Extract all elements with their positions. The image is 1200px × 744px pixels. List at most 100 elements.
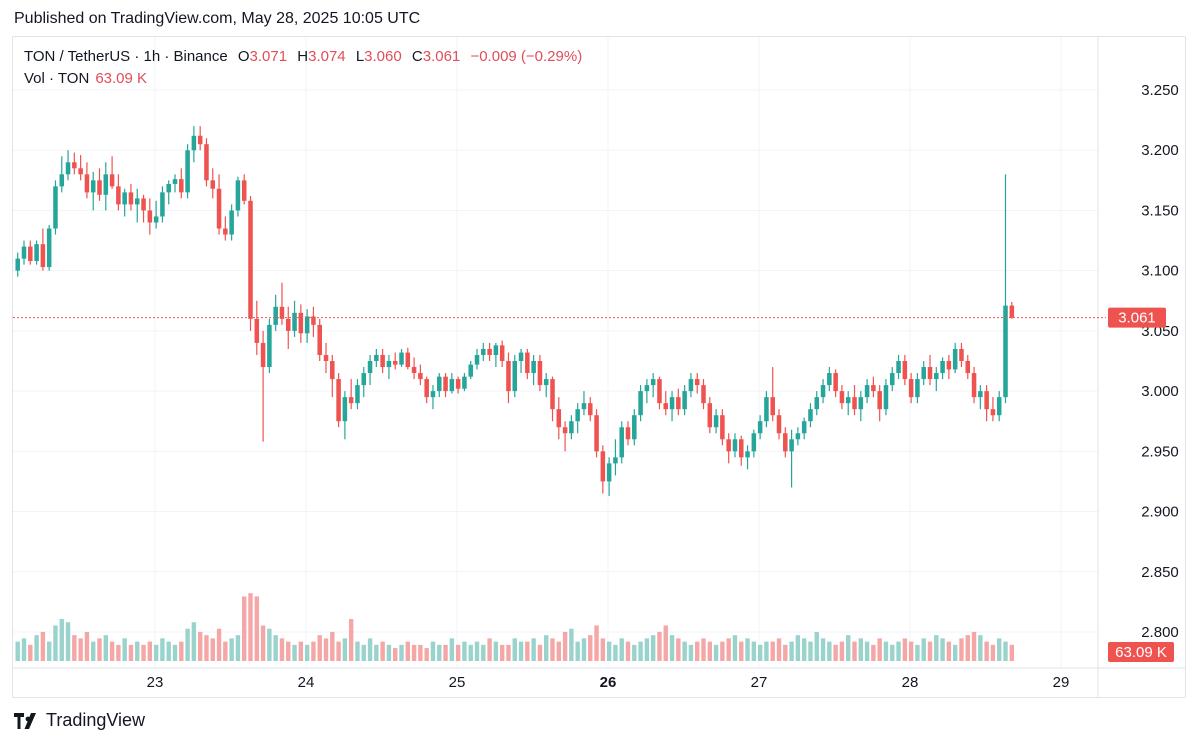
candle xyxy=(298,304,304,343)
volume-bar xyxy=(638,641,643,661)
candle-body xyxy=(128,192,134,205)
volume-bar xyxy=(1003,641,1008,661)
volume-bar xyxy=(827,641,832,661)
volume-bar xyxy=(833,644,838,661)
candle xyxy=(512,354,518,398)
candle xyxy=(380,348,385,374)
price-axis[interactable]: 3.2503.2003.1503.1003.0503.0002.9502.900… xyxy=(1141,82,1179,641)
candle xyxy=(971,367,977,404)
candle-body xyxy=(537,361,543,386)
volume-row: Vol · TON 63.09 K xyxy=(24,68,582,90)
volume-bar xyxy=(902,638,908,661)
candle-body xyxy=(241,180,247,201)
y-tick-label: 2.800 xyxy=(1141,624,1179,641)
candle-body xyxy=(889,373,895,386)
volume-bar xyxy=(462,641,467,661)
volume-bar xyxy=(46,641,52,661)
candle-body xyxy=(581,403,587,410)
time-axis[interactable]: 23 24 25 26 27 28 29 xyxy=(147,674,1070,691)
tradingview-brand[interactable]: TradingView xyxy=(46,710,146,730)
candle xyxy=(235,176,241,217)
candle-body xyxy=(197,135,203,145)
candle xyxy=(336,373,341,428)
candle xyxy=(556,397,562,440)
volume-bar xyxy=(720,641,725,661)
x-tick-label: 24 xyxy=(298,674,315,691)
volume-bar xyxy=(1009,644,1015,661)
volume-bar xyxy=(166,641,171,661)
candle-body xyxy=(487,348,492,355)
volume-bar xyxy=(323,638,329,661)
candle xyxy=(267,318,272,374)
candle-body xyxy=(97,180,102,195)
volume-bar xyxy=(254,596,260,661)
candle-body xyxy=(229,210,234,235)
volume-bar xyxy=(531,638,536,661)
candle-body xyxy=(399,352,404,365)
volume-bar xyxy=(575,641,580,661)
candle xyxy=(814,391,820,416)
candle-body xyxy=(374,354,379,361)
volume-bar xyxy=(650,635,656,661)
candle-body xyxy=(109,174,115,187)
volume-bar xyxy=(160,638,165,661)
candle xyxy=(481,342,486,361)
candle xyxy=(934,367,939,392)
volume-bar xyxy=(34,635,39,661)
candle-body xyxy=(801,421,807,434)
volume-bar xyxy=(676,638,681,661)
candle xyxy=(474,348,480,370)
candle-body xyxy=(946,361,952,370)
candle xyxy=(436,373,442,398)
volume-bar xyxy=(915,644,920,661)
candle-body xyxy=(531,361,536,374)
chart-pane[interactable] xyxy=(12,36,1186,698)
volume-bar xyxy=(191,622,197,661)
candle-body xyxy=(223,228,228,235)
volume-bar xyxy=(978,635,983,661)
candle-body xyxy=(455,379,461,389)
candle-body xyxy=(21,246,27,259)
volume-bar xyxy=(437,644,442,661)
volume-bar xyxy=(153,644,159,661)
volume-bar xyxy=(449,638,455,661)
candle-body xyxy=(34,244,39,262)
close-label: C xyxy=(411,48,423,65)
candle xyxy=(443,373,448,398)
volume-bar xyxy=(927,641,933,661)
tradingview-logo-icon[interactable] xyxy=(14,712,40,729)
y-tick-label: 3.200 xyxy=(1141,142,1179,159)
symbol-label[interactable]: TON / TetherUS · 1h · Binance xyxy=(24,48,228,65)
volume-bar xyxy=(997,638,1002,661)
volume-bar xyxy=(185,628,190,661)
candle xyxy=(361,367,367,398)
volume-bar xyxy=(776,638,782,661)
candle-body xyxy=(669,397,675,410)
candle-body xyxy=(632,415,637,440)
candle xyxy=(273,294,278,331)
volume-bar xyxy=(518,641,524,661)
candle-body xyxy=(65,162,71,175)
open-label: O xyxy=(237,48,250,65)
published-note: Published on TradingView.com, May 28, 20… xyxy=(14,10,421,27)
volume-bar xyxy=(21,638,27,661)
candle xyxy=(644,379,650,404)
volume-bar xyxy=(896,641,901,661)
candle xyxy=(650,373,656,398)
candle-body xyxy=(965,361,971,374)
volume-bar xyxy=(135,641,140,661)
volume-bar xyxy=(40,631,46,661)
candle-body xyxy=(663,403,669,410)
candle xyxy=(53,180,58,235)
volume-bar xyxy=(229,638,234,661)
candle-body xyxy=(28,246,33,262)
volume-bar xyxy=(399,644,404,661)
candle-body xyxy=(323,354,329,361)
volume-bar xyxy=(361,644,366,661)
volume-bar xyxy=(273,635,278,661)
volume-label[interactable]: Vol · TON xyxy=(24,70,90,87)
candle xyxy=(896,354,901,380)
candle xyxy=(348,379,354,410)
candle xyxy=(342,391,348,440)
